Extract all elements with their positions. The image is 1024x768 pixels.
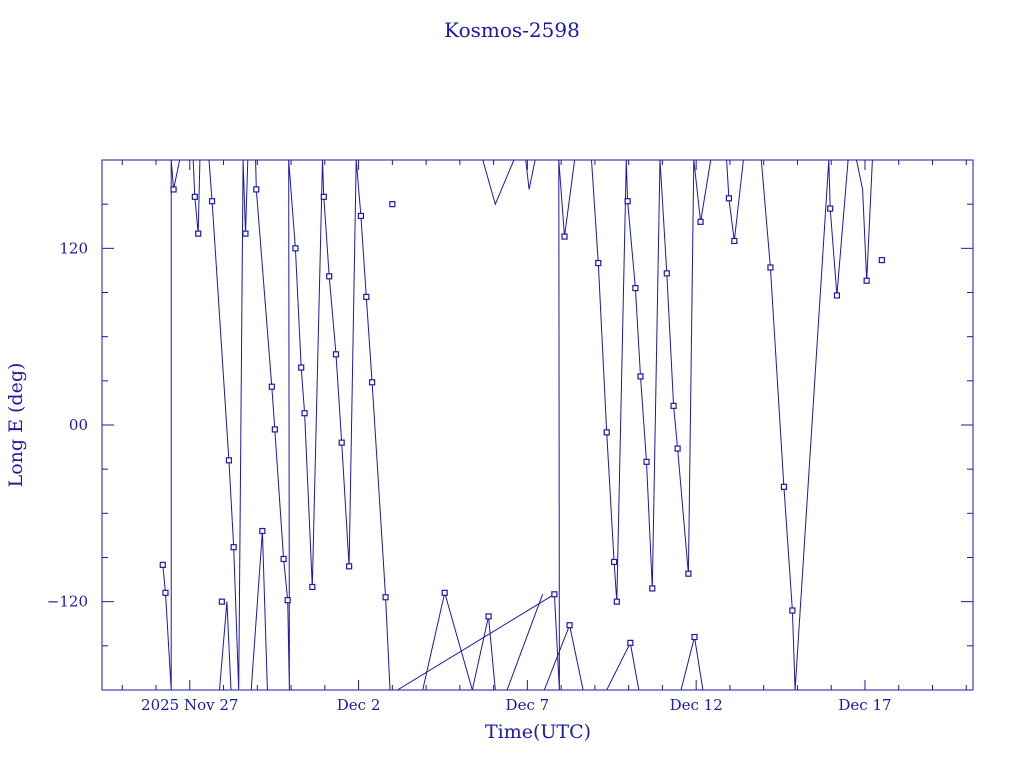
data-point: [368, 379, 376, 386]
data-point: [382, 594, 389, 601]
data-point: [271, 426, 278, 433]
data-point: [301, 410, 308, 417]
data-point: [485, 613, 492, 620]
data-point: [566, 622, 573, 629]
data-point: [780, 483, 788, 490]
data-point: [697, 218, 704, 225]
data-point: [878, 257, 885, 264]
data-point: [441, 589, 448, 596]
data-point: [561, 233, 568, 240]
data-point: [242, 230, 249, 237]
data-point: [731, 237, 738, 245]
data-point: [225, 457, 233, 464]
data-point: [670, 402, 677, 409]
x-axis-label: Time(UTC): [485, 721, 591, 743]
x-tick-label: Dec 2: [337, 696, 381, 714]
data-point: [363, 293, 370, 301]
series-line-2: [219, 530, 704, 690]
data-point: [613, 598, 620, 605]
data-point: [632, 284, 639, 292]
data-point: [389, 201, 396, 208]
data-point: [346, 563, 353, 570]
data-point: [195, 230, 202, 237]
x-tick-label: 2025 Nov 27: [141, 696, 238, 714]
y-tick-label: 00: [69, 416, 88, 434]
data-point: [309, 583, 316, 591]
plot-frame: [101, 159, 974, 691]
data-point: [551, 591, 558, 598]
data-point: [280, 555, 287, 563]
data-point: [685, 570, 692, 577]
series-line-4: [506, 594, 544, 690]
data-point: [332, 351, 340, 358]
data-point: [624, 198, 631, 205]
data-point: [863, 277, 870, 284]
data-point: [298, 364, 305, 371]
data-point: [284, 597, 291, 604]
data-point: [170, 186, 177, 193]
data-point: [767, 264, 774, 271]
data-point: [191, 193, 198, 200]
data-point: [230, 544, 237, 551]
plot-area: 2025 Nov 27 Dec 2 Dec 7 Dec 12 Dec 17 120 00 −1…: [47, 159, 974, 714]
data-point: [259, 527, 266, 535]
data-point: [268, 383, 275, 390]
data-point: [338, 439, 345, 446]
data-point: [725, 195, 733, 202]
data-point: [595, 259, 602, 267]
data-point: [627, 639, 634, 646]
data-point: [789, 607, 796, 614]
data-point: [320, 193, 327, 200]
data-point: [611, 558, 618, 566]
data-point: [357, 212, 365, 220]
y-tick-label: −120: [47, 593, 88, 611]
series-group: [159, 160, 885, 690]
data-point: [833, 292, 841, 299]
series-line-1: [162, 160, 882, 690]
data-point: [643, 458, 650, 465]
data-point: [218, 598, 225, 605]
y-axis-label: Long E (deg): [5, 363, 27, 488]
x-tick-label: Dec 17: [838, 696, 891, 714]
chart-title: Kosmos-2598: [444, 18, 580, 42]
data-point: [674, 445, 681, 452]
series-line-3: [469, 160, 536, 206]
data-point: [208, 198, 216, 205]
x-tick-label: Dec 12: [670, 696, 723, 714]
data-point: [253, 186, 260, 193]
data-point: [637, 373, 644, 380]
data-point: [649, 585, 656, 592]
data-point: [326, 273, 333, 280]
data-point: [827, 205, 834, 212]
data-point: [691, 633, 698, 641]
data-point: [159, 561, 166, 568]
data-point: [162, 589, 169, 596]
y-tick-label: 120: [59, 239, 88, 257]
data-point: [603, 429, 610, 436]
data-point: [663, 270, 670, 277]
x-tick-label: Dec 7: [506, 696, 550, 714]
data-point: [292, 245, 299, 252]
